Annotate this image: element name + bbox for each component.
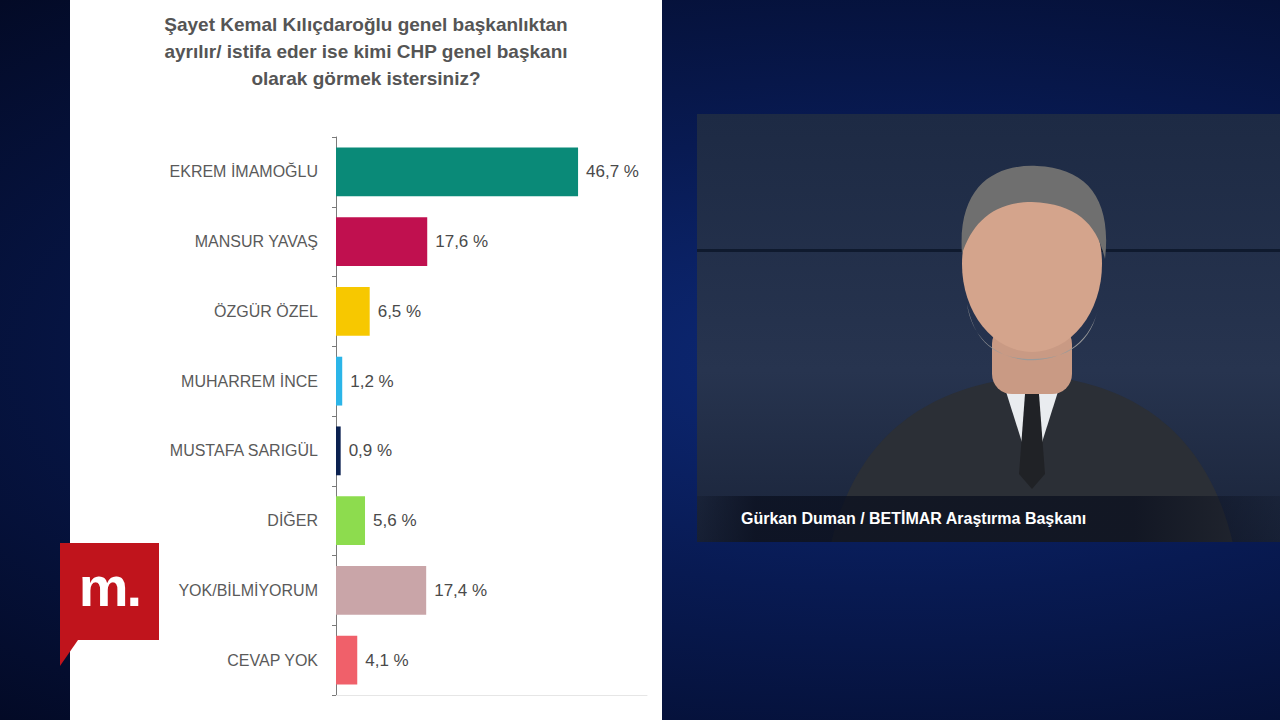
svg-text:YOK/BİLMİYORUM: YOK/BİLMİYORUM xyxy=(178,581,318,599)
svg-text:17,4 %: 17,4 % xyxy=(434,581,487,600)
svg-text:Şayet Kemal Kılıçdaroğlu genel: Şayet Kemal Kılıçdaroğlu genel başkanlık… xyxy=(164,14,567,35)
svg-text:EKREM İMAMOĞLU: EKREM İMAMOĞLU xyxy=(170,162,318,180)
svg-text:46,7 %: 46,7 % xyxy=(586,162,639,181)
svg-text:DİĞER: DİĞER xyxy=(267,511,318,529)
svg-text:ayrılır/ istifa eder ise kimi: ayrılır/ istifa eder ise kimi CHP genel … xyxy=(164,41,567,62)
html-text:m.: m. xyxy=(78,555,141,618)
svg-text:17,6 %: 17,6 % xyxy=(435,232,488,251)
svg-text:CEVAP YOK: CEVAP YOK xyxy=(227,652,318,669)
html-text:Gürkan Duman / BETİMAR Araştır: Gürkan Duman / BETİMAR Araştırma Başkanı xyxy=(741,510,1087,527)
svg-text:olarak görmek istersiniz?: olarak görmek istersiniz? xyxy=(251,68,480,89)
svg-text:6,5 %: 6,5 % xyxy=(378,302,421,321)
svg-text:ÖZGÜR ÖZEL: ÖZGÜR ÖZEL xyxy=(214,303,318,320)
svg-text:5,6 %: 5,6 % xyxy=(373,511,416,530)
svg-text:0,9 %: 0,9 % xyxy=(349,441,392,460)
svg-text:1,2 %: 1,2 % xyxy=(350,372,393,391)
svg-text:MUHARREM İNCE: MUHARREM İNCE xyxy=(181,372,318,390)
svg-text:4,1 %: 4,1 % xyxy=(365,651,408,670)
svg-text:MANSUR YAVAŞ: MANSUR YAVAŞ xyxy=(195,233,318,250)
svg-text:MUSTAFA SARIGÜL: MUSTAFA SARIGÜL xyxy=(170,442,318,459)
